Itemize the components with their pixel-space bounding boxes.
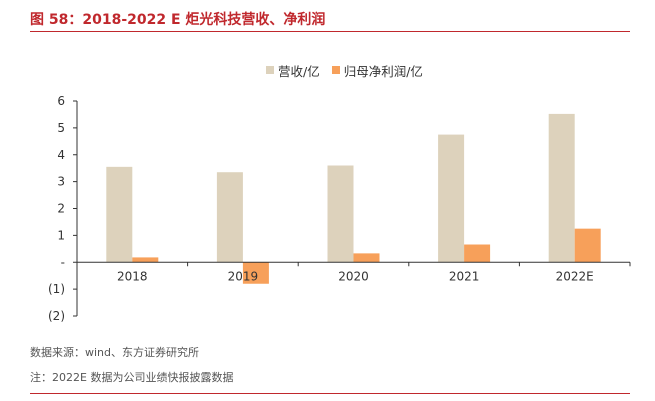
- legend-item-revenue: 营收/亿: [266, 61, 320, 80]
- x-tick-label: 2021: [449, 269, 480, 283]
- revenue-bar: [548, 113, 575, 263]
- y-tick-label: -: [61, 255, 65, 269]
- x-tick-label: 2022E: [556, 269, 594, 283]
- net-profit-bar: [464, 244, 491, 263]
- y-tick-label: (2): [48, 309, 65, 323]
- revenue-bar: [106, 166, 133, 263]
- legend-label-net-profit: 归母净利润/亿: [343, 63, 423, 79]
- x-tick-label: 2020: [338, 269, 369, 283]
- net-profit-bar: [574, 228, 601, 263]
- legend-item-net-profit: 归母净利润/亿: [331, 61, 423, 80]
- y-tick-label: 6: [57, 94, 65, 108]
- y-tick-label: 4: [57, 148, 65, 162]
- legend-swatch-revenue: [266, 66, 274, 74]
- net-profit-bar: [242, 262, 269, 284]
- y-tick-label: (1): [48, 282, 65, 296]
- legend-swatch-net-profit: [331, 66, 340, 74]
- y-tick-label: 3: [57, 175, 65, 189]
- source-note: 数据来源：wind、东方证券研究所: [30, 346, 200, 359]
- legend-label-revenue: 营收/亿: [278, 63, 320, 79]
- y-tick-label: 1: [57, 228, 65, 242]
- revenue-bar: [438, 134, 465, 263]
- revenue-bar: [216, 172, 243, 263]
- y-tick-label: 2: [57, 202, 65, 216]
- revenue-bar: [327, 165, 354, 263]
- x-tick-label: 2019: [228, 269, 259, 283]
- net-profit-bar: [353, 253, 380, 263]
- y-tick-label: 5: [57, 121, 65, 135]
- data-note: 注：2022E 数据为公司业绩快报披露数据: [30, 371, 234, 384]
- net-profit-bar: [132, 257, 159, 263]
- chart-legend: 营收/亿 归母净利润/亿: [266, 61, 435, 80]
- bottom-divider: [30, 393, 630, 394]
- title-divider: [30, 31, 630, 32]
- chart-title: 图 58：2018-2022 E 炬光科技营收、净利润: [30, 12, 326, 28]
- x-tick-label: 2018: [117, 269, 148, 283]
